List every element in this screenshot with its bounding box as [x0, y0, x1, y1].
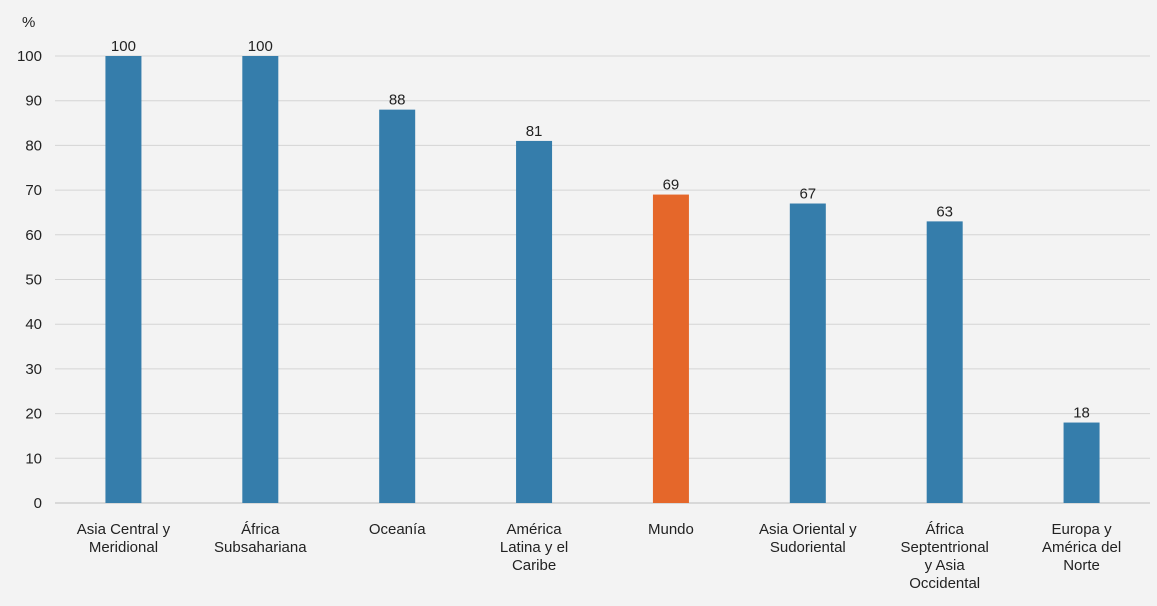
category-label-line: Septentrional: [900, 539, 988, 556]
y-tick-label: 10: [25, 450, 42, 467]
category-label-line: Oceanía: [369, 521, 426, 538]
category-label-line: Europa y: [1052, 521, 1113, 538]
category-label-line: Norte: [1063, 557, 1100, 574]
y-tick-label: 0: [34, 495, 42, 512]
y-tick-label: 50: [25, 272, 42, 289]
y-tick-label: 60: [25, 227, 42, 244]
bar: [652, 194, 689, 503]
y-tick-label: 100: [17, 48, 42, 65]
bar: [379, 109, 416, 503]
bar: [789, 203, 826, 503]
bar-value-label: 100: [248, 38, 273, 55]
category-label-line: Sudoriental: [770, 539, 846, 556]
gridlines: [55, 55, 1150, 504]
bar: [1063, 422, 1100, 503]
y-tick-label: 70: [25, 182, 42, 199]
y-tick-label: 40: [25, 316, 42, 333]
bars: [105, 56, 1100, 503]
category-label-line: África: [926, 521, 965, 538]
category-label: Mundo: [648, 521, 694, 538]
y-axis-ticks: 0 10 20 30 40 50 60 70 80 90 100: [17, 48, 42, 512]
bar-value-label: 88: [389, 92, 406, 109]
bar-value-label: 63: [936, 203, 953, 220]
bar: [105, 56, 142, 503]
bar: [926, 221, 963, 503]
category-label: Oceanía: [369, 521, 426, 538]
category-label-line: Mundo: [648, 521, 694, 538]
bar: [242, 56, 279, 503]
category-label-line: Occidental: [909, 575, 980, 592]
bar-value-label: 81: [526, 123, 543, 140]
bar-value-label: 18: [1073, 405, 1090, 422]
category-label-line: Asia Central y: [77, 521, 171, 538]
category-label-line: Subsahariana: [214, 539, 307, 556]
bar-value-label: 67: [799, 186, 816, 203]
category-label-line: América del: [1042, 539, 1121, 556]
category-label-line: Caribe: [512, 557, 556, 574]
category-label-line: África: [241, 521, 280, 538]
y-tick-label: 20: [25, 406, 42, 423]
y-tick-label: 80: [25, 137, 42, 154]
category-label-line: Meridional: [89, 539, 158, 556]
category-label-line: Asia Oriental y: [759, 521, 857, 538]
category-labels: Asia Central yMeridionalÁfricaSubsaharia…: [77, 521, 1121, 592]
y-tick-label: 30: [25, 361, 42, 378]
bar: [516, 140, 553, 503]
category-label-line: Latina y el: [500, 539, 568, 556]
y-tick-label: 90: [25, 93, 42, 110]
value-labels: 100 100 88 81 69 67 63 18: [111, 38, 1090, 422]
category-label-line: América: [507, 521, 563, 538]
bar-value-label: 69: [663, 177, 680, 194]
bar-value-label: 100: [111, 38, 136, 55]
category-label-line: y Asia: [925, 557, 966, 574]
y-axis-unit-label: %: [22, 14, 35, 31]
